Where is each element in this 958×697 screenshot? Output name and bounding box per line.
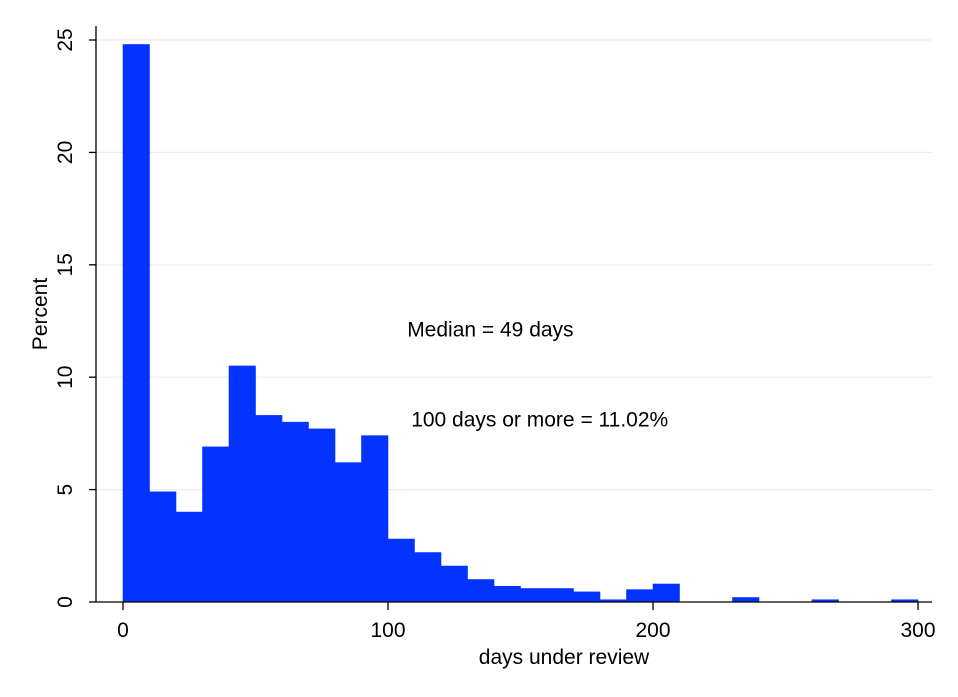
- histogram-bar: [149, 491, 177, 603]
- histogram-bar: [122, 44, 150, 603]
- histogram-bar: [334, 462, 362, 603]
- y-tick-label: 25: [54, 28, 77, 51]
- x-tick-label: 300: [900, 619, 935, 642]
- histogram-bar: [440, 565, 468, 603]
- median-annotation: Median = 49 days: [407, 319, 573, 342]
- y-axis-title: Percent: [29, 278, 52, 351]
- histogram-bar: [228, 365, 256, 603]
- histogram-bar: [652, 583, 680, 603]
- x-axis-title: days under review: [479, 646, 650, 669]
- histogram-bar: [573, 591, 601, 603]
- histogram-bar: [626, 589, 654, 603]
- histogram-bar: [361, 435, 389, 603]
- histogram-bar: [493, 585, 521, 603]
- y-tick-label: 0: [54, 596, 77, 608]
- histogram-bar: [467, 579, 495, 603]
- y-tick-label: 20: [54, 141, 77, 164]
- x-tick-label: 100: [370, 619, 405, 642]
- y-tick-label: 10: [54, 366, 77, 389]
- y-tick-label: 15: [54, 253, 77, 276]
- histogram-bar: [414, 552, 442, 603]
- y-tick-label: 5: [54, 484, 77, 496]
- histogram-bar: [175, 511, 203, 603]
- histogram-bar: [308, 428, 336, 603]
- x-tick-label: 0: [117, 619, 129, 642]
- share-annotation: 100 days or more = 11.02%: [411, 409, 668, 432]
- histogram-bar: [520, 588, 548, 603]
- histogram-bar: [387, 538, 415, 603]
- ticks: 0 5 10 15 20 25 0 100 200 300: [54, 28, 936, 642]
- histogram-bar: [732, 597, 760, 603]
- histogram-bar: [255, 415, 283, 603]
- histogram-bar: [202, 446, 230, 603]
- x-tick-label: 200: [635, 619, 670, 642]
- bars: [122, 44, 919, 603]
- annotations: Median = 49 days 100 days or more = 11.02…: [407, 319, 668, 432]
- histogram-bar: [281, 421, 309, 603]
- histogram-bar: [546, 588, 574, 603]
- axes: [95, 26, 932, 603]
